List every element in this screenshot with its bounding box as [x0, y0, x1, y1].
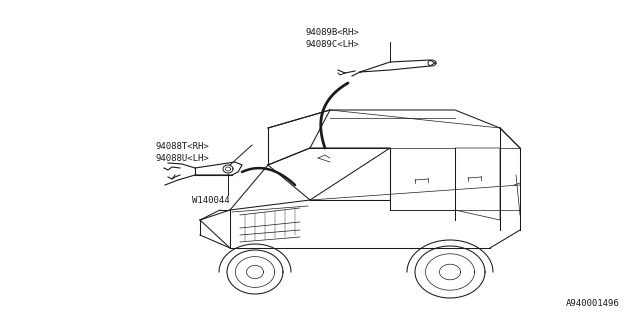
- Text: A940001496: A940001496: [566, 299, 620, 308]
- Text: W140044: W140044: [192, 196, 230, 205]
- Text: 94088T<RH>: 94088T<RH>: [155, 142, 209, 151]
- Text: 94089B<RH>: 94089B<RH>: [305, 28, 359, 37]
- Text: 94088U<LH>: 94088U<LH>: [155, 154, 209, 163]
- Text: 94089C<LH>: 94089C<LH>: [305, 40, 359, 49]
